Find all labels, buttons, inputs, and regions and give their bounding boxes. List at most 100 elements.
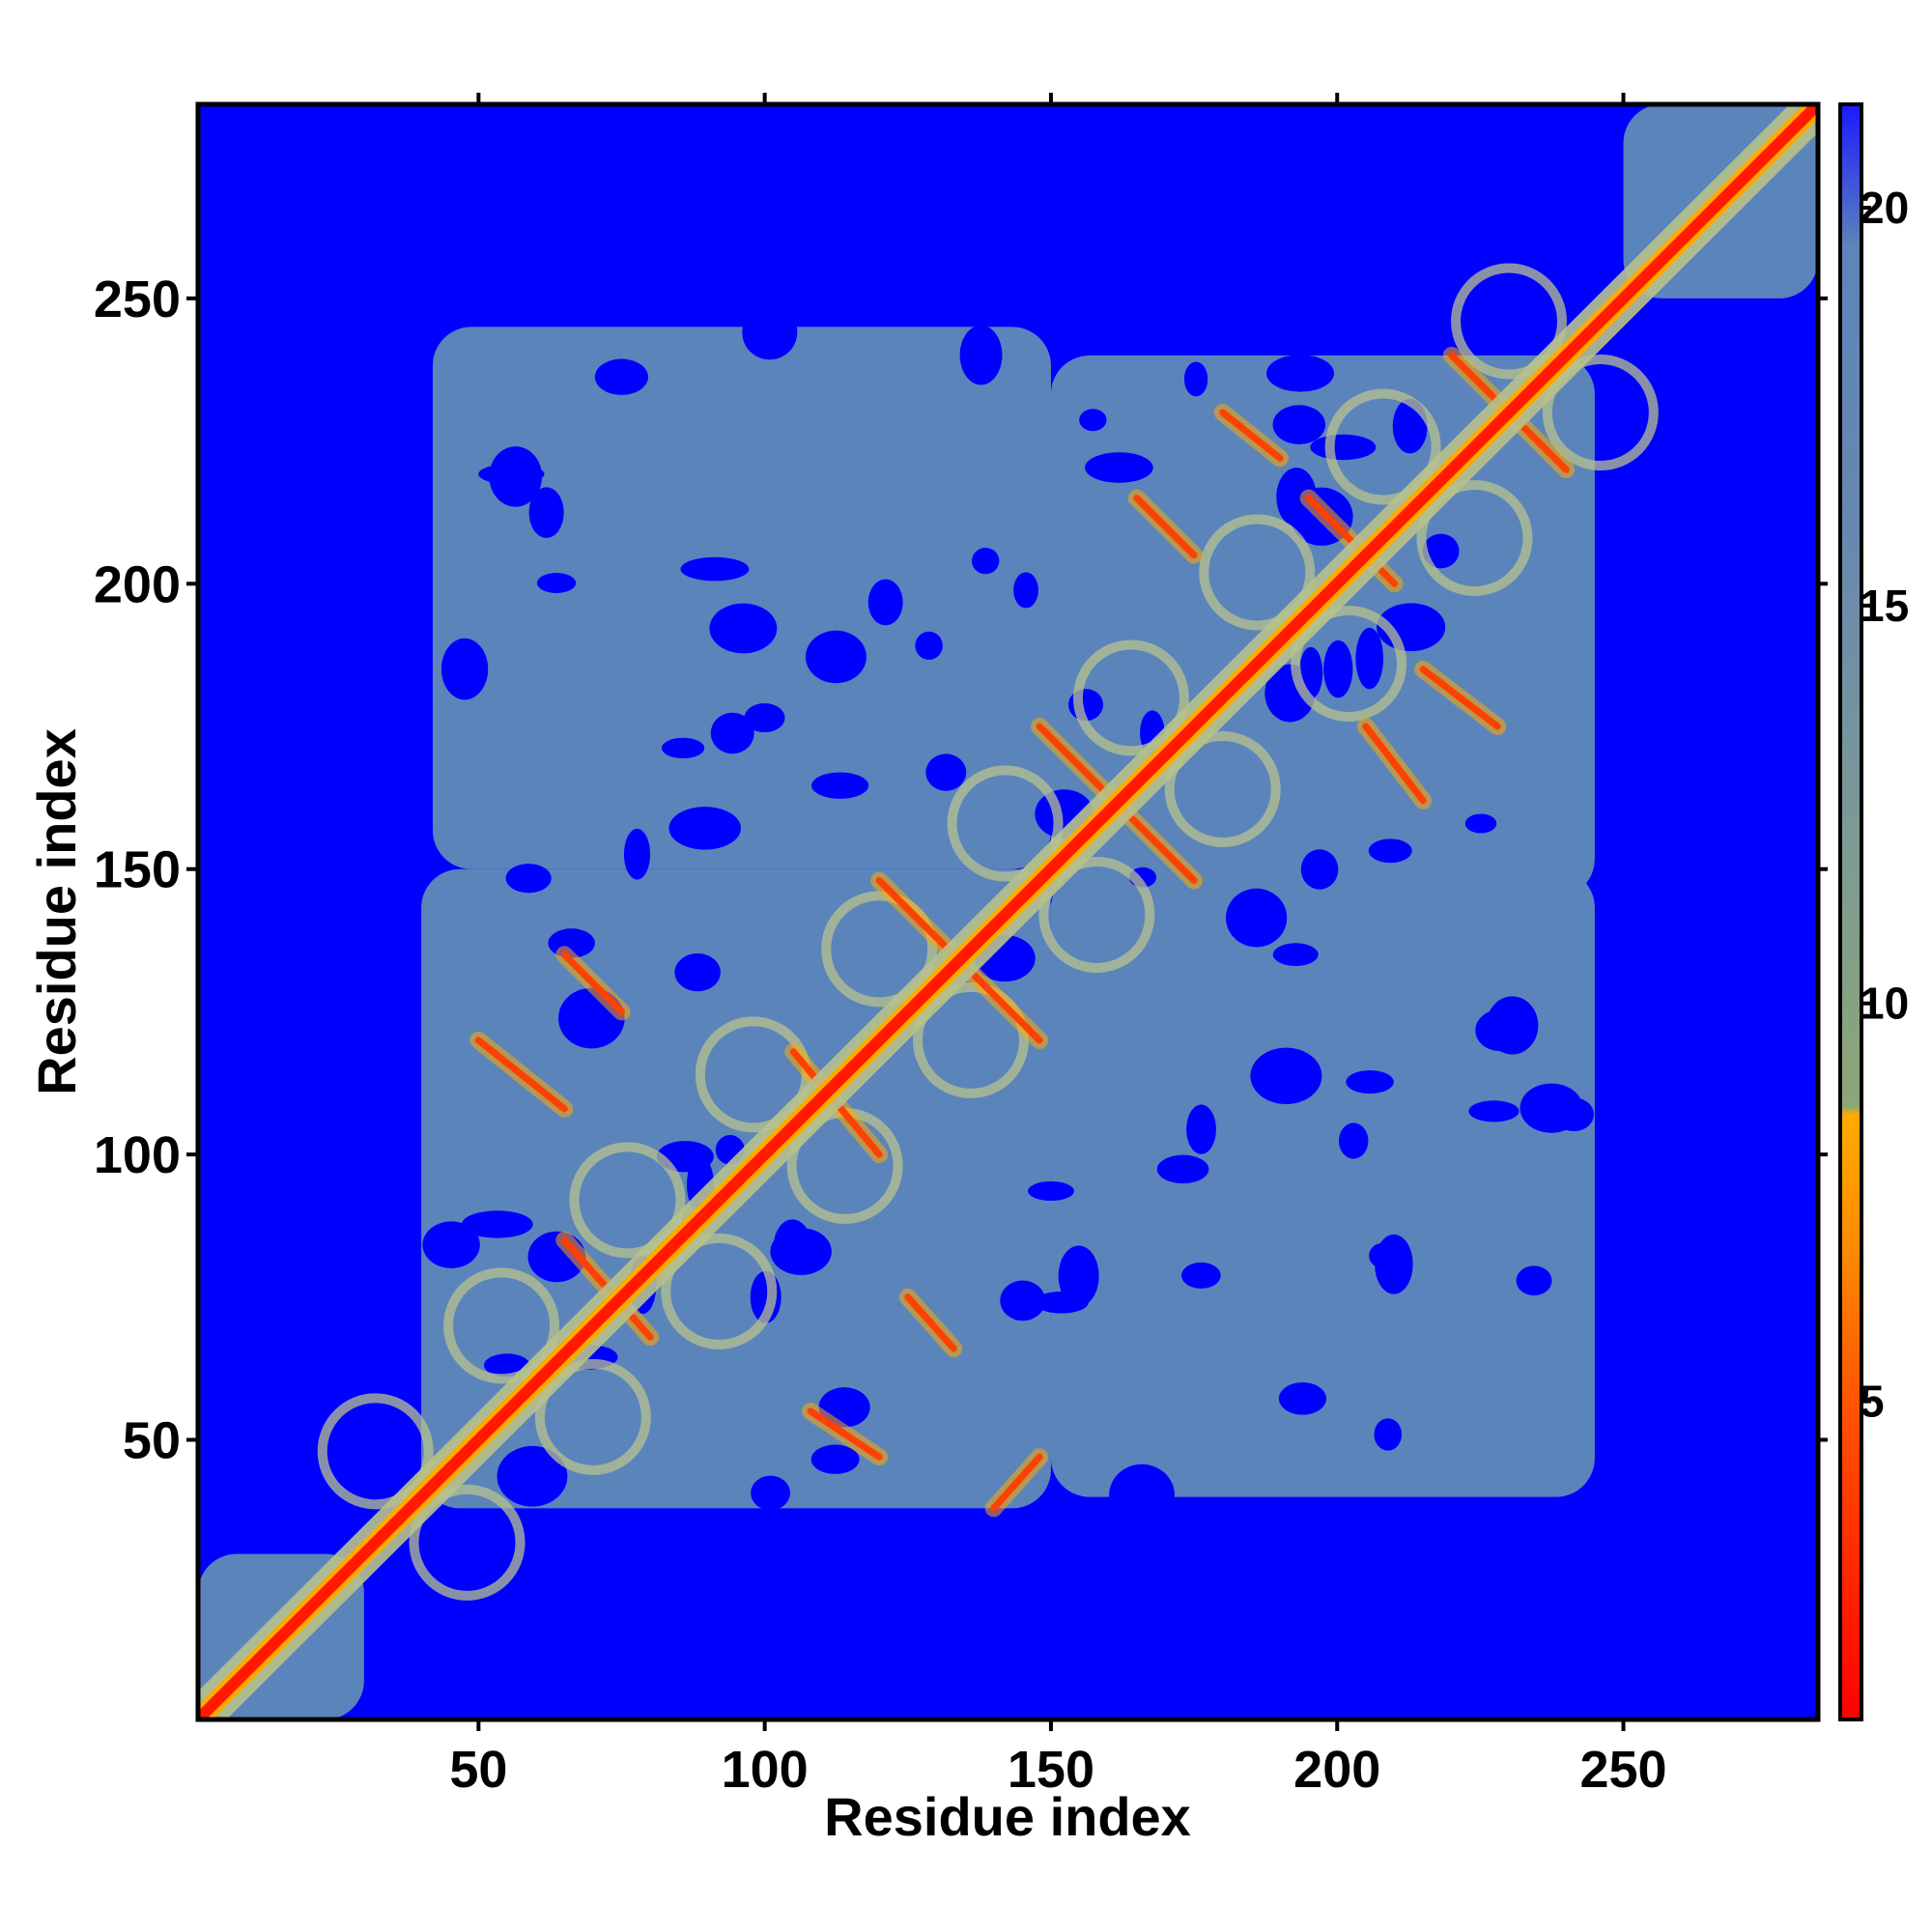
helix-halo-low-172 xyxy=(1164,730,1281,847)
helix-halo-low-84 xyxy=(661,1233,778,1350)
contact-gap-3-4 xyxy=(1338,1122,1369,1159)
contact-gap-1-7 xyxy=(1310,434,1377,461)
contact-gap-2-6 xyxy=(536,573,577,593)
contact-gap-2-9 xyxy=(594,358,649,395)
contact-gap-3-2 xyxy=(1186,1104,1216,1154)
contact-domain-3 xyxy=(1050,868,1595,1497)
x-tick-label-150: 150 xyxy=(1008,1741,1094,1799)
contact-gap-2-12 xyxy=(710,712,754,754)
x-tick-label-200: 200 xyxy=(1293,1741,1380,1799)
contact-gap-2-4 xyxy=(440,638,489,700)
diagonal-core xyxy=(198,104,1818,1719)
contact-gap-3-3 xyxy=(1553,1097,1594,1132)
helix-halos xyxy=(317,263,1659,1601)
contact-gap-3-12 xyxy=(1278,1382,1326,1415)
contact-gap-3-8 xyxy=(1272,943,1319,967)
helix-halo-low-128 xyxy=(912,981,1029,1098)
colorbar-gradient xyxy=(1838,102,1863,1721)
strand-core-7 xyxy=(990,1453,1043,1512)
helix-halo-up-84 xyxy=(569,1142,686,1259)
contact-gap-3-18 xyxy=(1109,1463,1175,1526)
contact-gap-1-2 xyxy=(1272,405,1326,444)
strand-core-2 xyxy=(560,951,626,1015)
strand-core-10 xyxy=(1133,495,1198,559)
contact-gap-1-0 xyxy=(1183,361,1208,397)
contact-gap-2-7 xyxy=(1013,572,1038,609)
contact-gap-2-21 xyxy=(489,446,543,507)
x-tick-label-50: 50 xyxy=(449,1741,507,1799)
contact-gap-2-14 xyxy=(680,556,750,582)
helix-halo-up-150 xyxy=(947,765,1064,882)
contact-gap-3-7 xyxy=(1226,888,1288,948)
contact-gap-0-8 xyxy=(505,864,552,894)
helix-halo-low-216 xyxy=(1416,480,1533,597)
helix-halo-up-238 xyxy=(1451,263,1568,380)
x-tick-label-250: 250 xyxy=(1579,1741,1666,1799)
heatmap-plot-area xyxy=(198,104,1818,1719)
contact-gap-3-19 xyxy=(1486,996,1539,1055)
contact-gap-3-16 xyxy=(1374,1418,1403,1451)
y-tick-label-100: 100 xyxy=(94,1126,181,1184)
contact-gap-1-10 xyxy=(1464,813,1497,834)
colorbar-ticks: 5 10 15 20 xyxy=(1860,183,1909,1426)
helix-halo-up-194 xyxy=(1199,514,1316,631)
contact-gap-2-15 xyxy=(661,737,705,759)
contact-gap-1-1 xyxy=(1355,627,1384,690)
contact-gap-2-18 xyxy=(867,579,903,626)
contact-gap-3-10 xyxy=(1058,1245,1099,1307)
contact-gap-3-17 xyxy=(1250,1047,1322,1105)
helix-halo-up-40 xyxy=(317,1393,434,1510)
helix-halo-low-238 xyxy=(1542,355,1659,471)
contact-gap-2-10 xyxy=(925,753,967,791)
contact-gap-1-11 xyxy=(1368,838,1412,864)
x-tick-label-100: 100 xyxy=(722,1741,809,1799)
y-tick-label-150: 150 xyxy=(94,841,181,899)
contact-gap-0-5 xyxy=(497,1445,568,1507)
helix-halo-up-128 xyxy=(821,891,938,1008)
contact-gap-2-2 xyxy=(805,630,867,684)
contact-gap-3-0 xyxy=(1181,1262,1221,1289)
contact-gap-3-20 xyxy=(1034,1291,1089,1314)
strand-core-1 xyxy=(474,1037,568,1113)
contact-gap-2-11 xyxy=(971,548,1000,575)
strand-core-12 xyxy=(1305,495,1398,587)
strand-core-11 xyxy=(1219,409,1284,462)
strand-core-14 xyxy=(1362,723,1427,805)
contact-gap-1-15 xyxy=(1079,409,1107,432)
contact-gap-0-20 xyxy=(751,1475,790,1511)
y-tick-label-250: 250 xyxy=(94,270,181,328)
colorbar-tick-label-10: 10 xyxy=(1860,979,1909,1029)
y-tick-label-50: 50 xyxy=(123,1412,181,1470)
contact-gap-2-5 xyxy=(811,772,869,799)
y-axis-title: Residue index xyxy=(26,728,87,1095)
contact-gap-3-13 xyxy=(1156,1154,1209,1184)
contact-gap-1-14 xyxy=(1422,533,1460,569)
y-axis: 50 100 150 200 250 xyxy=(94,270,1828,1470)
contact-gap-2-1 xyxy=(668,807,742,850)
helix-halo-low-150 xyxy=(1038,856,1155,973)
contact-gap-3-11 xyxy=(1468,1100,1520,1122)
contact-gap-0-12 xyxy=(770,1228,832,1275)
contact-gap-2-17 xyxy=(744,702,785,733)
colorbar-tick-label-15: 15 xyxy=(1860,581,1909,631)
helix-halo-up-172 xyxy=(1072,639,1189,756)
helix-halo-low-194 xyxy=(1291,605,1407,722)
contact-gap-3-9 xyxy=(1516,1265,1552,1296)
contact-gap-3-14 xyxy=(1346,1070,1394,1094)
x-axis-title: Residue index xyxy=(824,1786,1191,1847)
contact-gap-2-3 xyxy=(709,603,778,654)
contact-gap-0-14 xyxy=(422,1221,480,1268)
helix-halo-up-216 xyxy=(1324,388,1441,505)
contact-gap-3-21 xyxy=(1375,1234,1413,1294)
x-axis: 50 100 150 200 250 xyxy=(449,93,1667,1799)
helix-halo-low-40 xyxy=(409,1484,526,1601)
contact-gap-2-19 xyxy=(959,325,1003,385)
colorbar: 5 10 15 20 xyxy=(1838,102,1909,1721)
helix-halo-low-62 xyxy=(534,1358,651,1475)
contact-gap-1-8 xyxy=(1300,849,1339,890)
strand-core-4 xyxy=(807,1407,883,1461)
contact-gap-0-3 xyxy=(810,1444,860,1474)
strand-core-15 xyxy=(1419,666,1501,730)
contact-gap-3-15 xyxy=(1028,1180,1074,1202)
